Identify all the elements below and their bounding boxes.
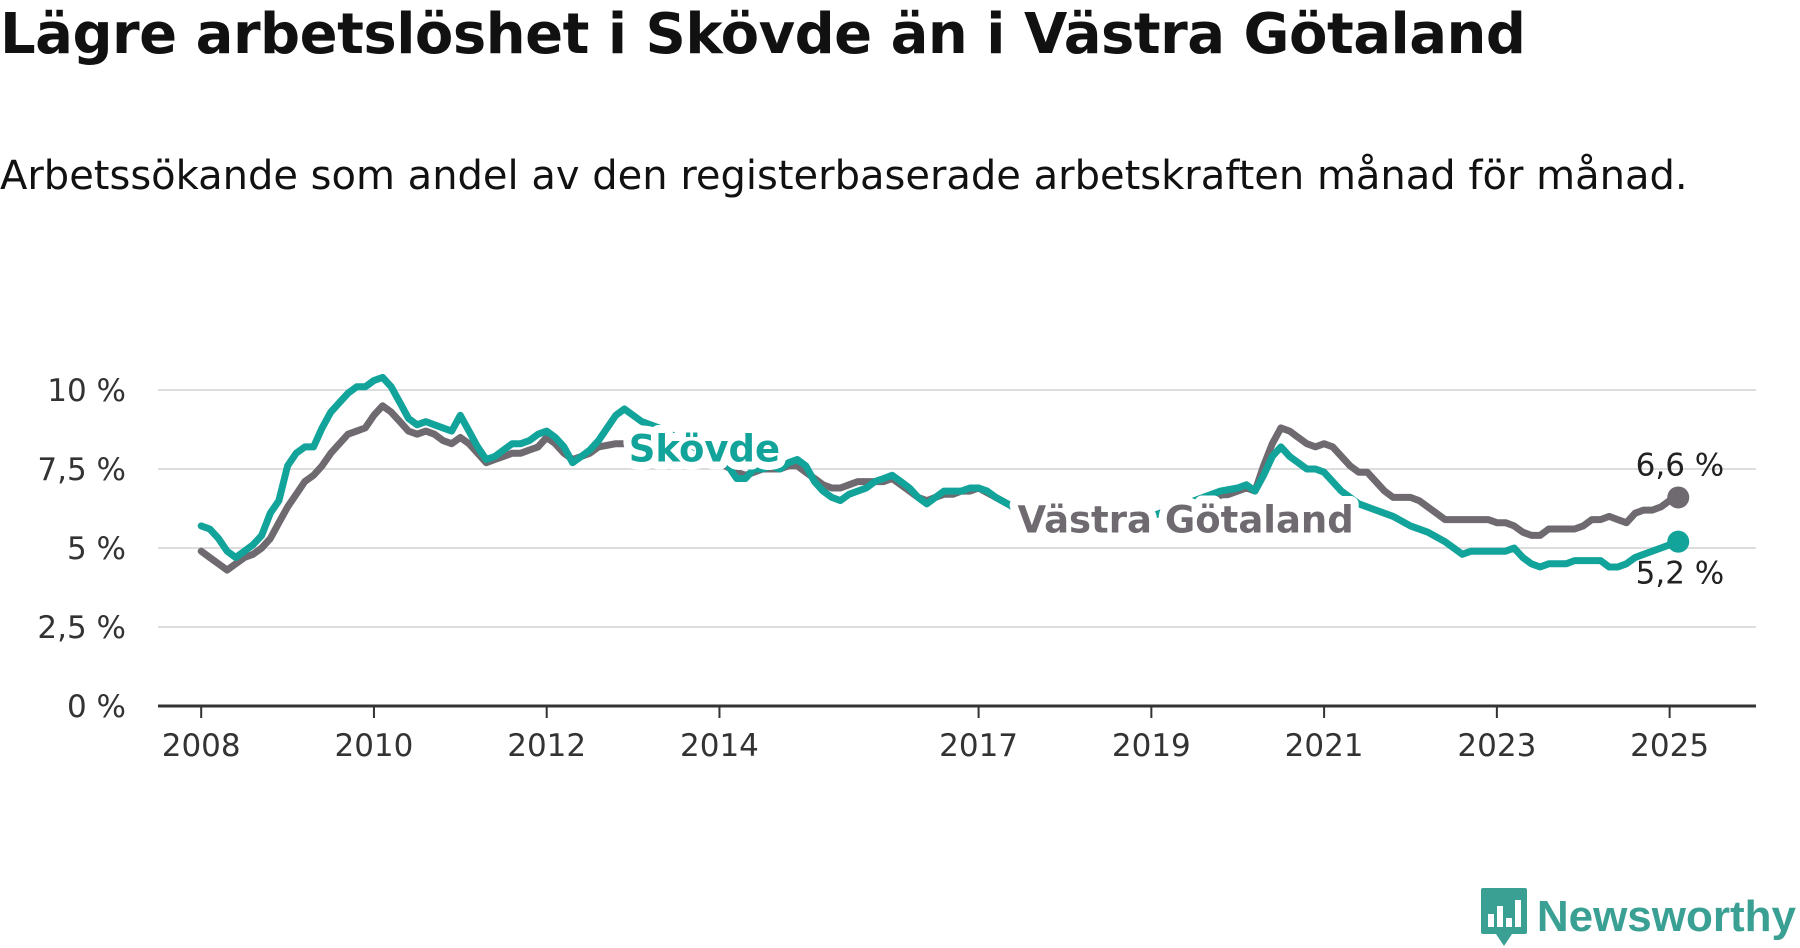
- series-label-vastra-gotaland: Västra Götaland: [1017, 499, 1353, 542]
- y-tick-label: 10 %: [47, 373, 126, 409]
- x-tick-label: 2017: [939, 728, 1018, 764]
- end-label-vastra-gotaland: 6,6 %: [1636, 447, 1725, 483]
- end-dot-skovde: [1667, 530, 1690, 553]
- x-axis: 2008 2010 2012 2014 2017 2019 2021 2023 2025: [158, 704, 1756, 764]
- y-tick-labels: 0 % 2,5 % 5 % 7,5 % 10 %: [37, 373, 126, 725]
- brand-name: Newsworthy: [1536, 892, 1796, 941]
- series-lines: [197, 373, 1682, 574]
- chart-title: Lägre arbetslöshet i Skövde än i Västra …: [0, 2, 1526, 67]
- x-tick-label: 2023: [1457, 728, 1536, 764]
- x-tick-label: 2021: [1285, 728, 1364, 764]
- y-tick-label: 7,5 %: [37, 452, 126, 488]
- y-tick-label: 5 %: [67, 531, 126, 567]
- end-values: 6,6 % 5,2 %: [1636, 447, 1725, 591]
- end-label-skovde: 5,2 %: [1636, 556, 1725, 592]
- x-tick-label: 2008: [162, 728, 241, 764]
- x-tick-label: 2010: [334, 728, 413, 764]
- series-labels: Skövde Västra Götaland: [621, 419, 1362, 549]
- series-label-skovde: Skövde: [629, 427, 780, 470]
- series-line-sk-vde: [197, 373, 1682, 571]
- series-line-v-stra-g-taland: [197, 402, 1682, 574]
- line-chart: 0 % 2,5 % 5 % 7,5 % 10 % 2008 2010 2012 2014 201…: [37, 373, 1756, 764]
- newsworthy-logo-icon: [1480, 888, 1527, 946]
- gridlines: [158, 389, 1756, 628]
- x-tick-label: 2014: [680, 728, 759, 764]
- x-tick-label: 2025: [1630, 728, 1709, 764]
- newsworthy-logo: Newsworthy: [1479, 886, 1796, 948]
- y-tick-label: 0 %: [67, 689, 126, 725]
- x-tick-label: 2012: [507, 728, 586, 764]
- x-tick-label: 2019: [1112, 728, 1191, 764]
- end-dot-vastra-gotaland: [1667, 486, 1690, 509]
- chart-subtitle: Arbetssökande som andel av den registerb…: [0, 153, 1688, 199]
- y-tick-label: 2,5 %: [37, 610, 126, 646]
